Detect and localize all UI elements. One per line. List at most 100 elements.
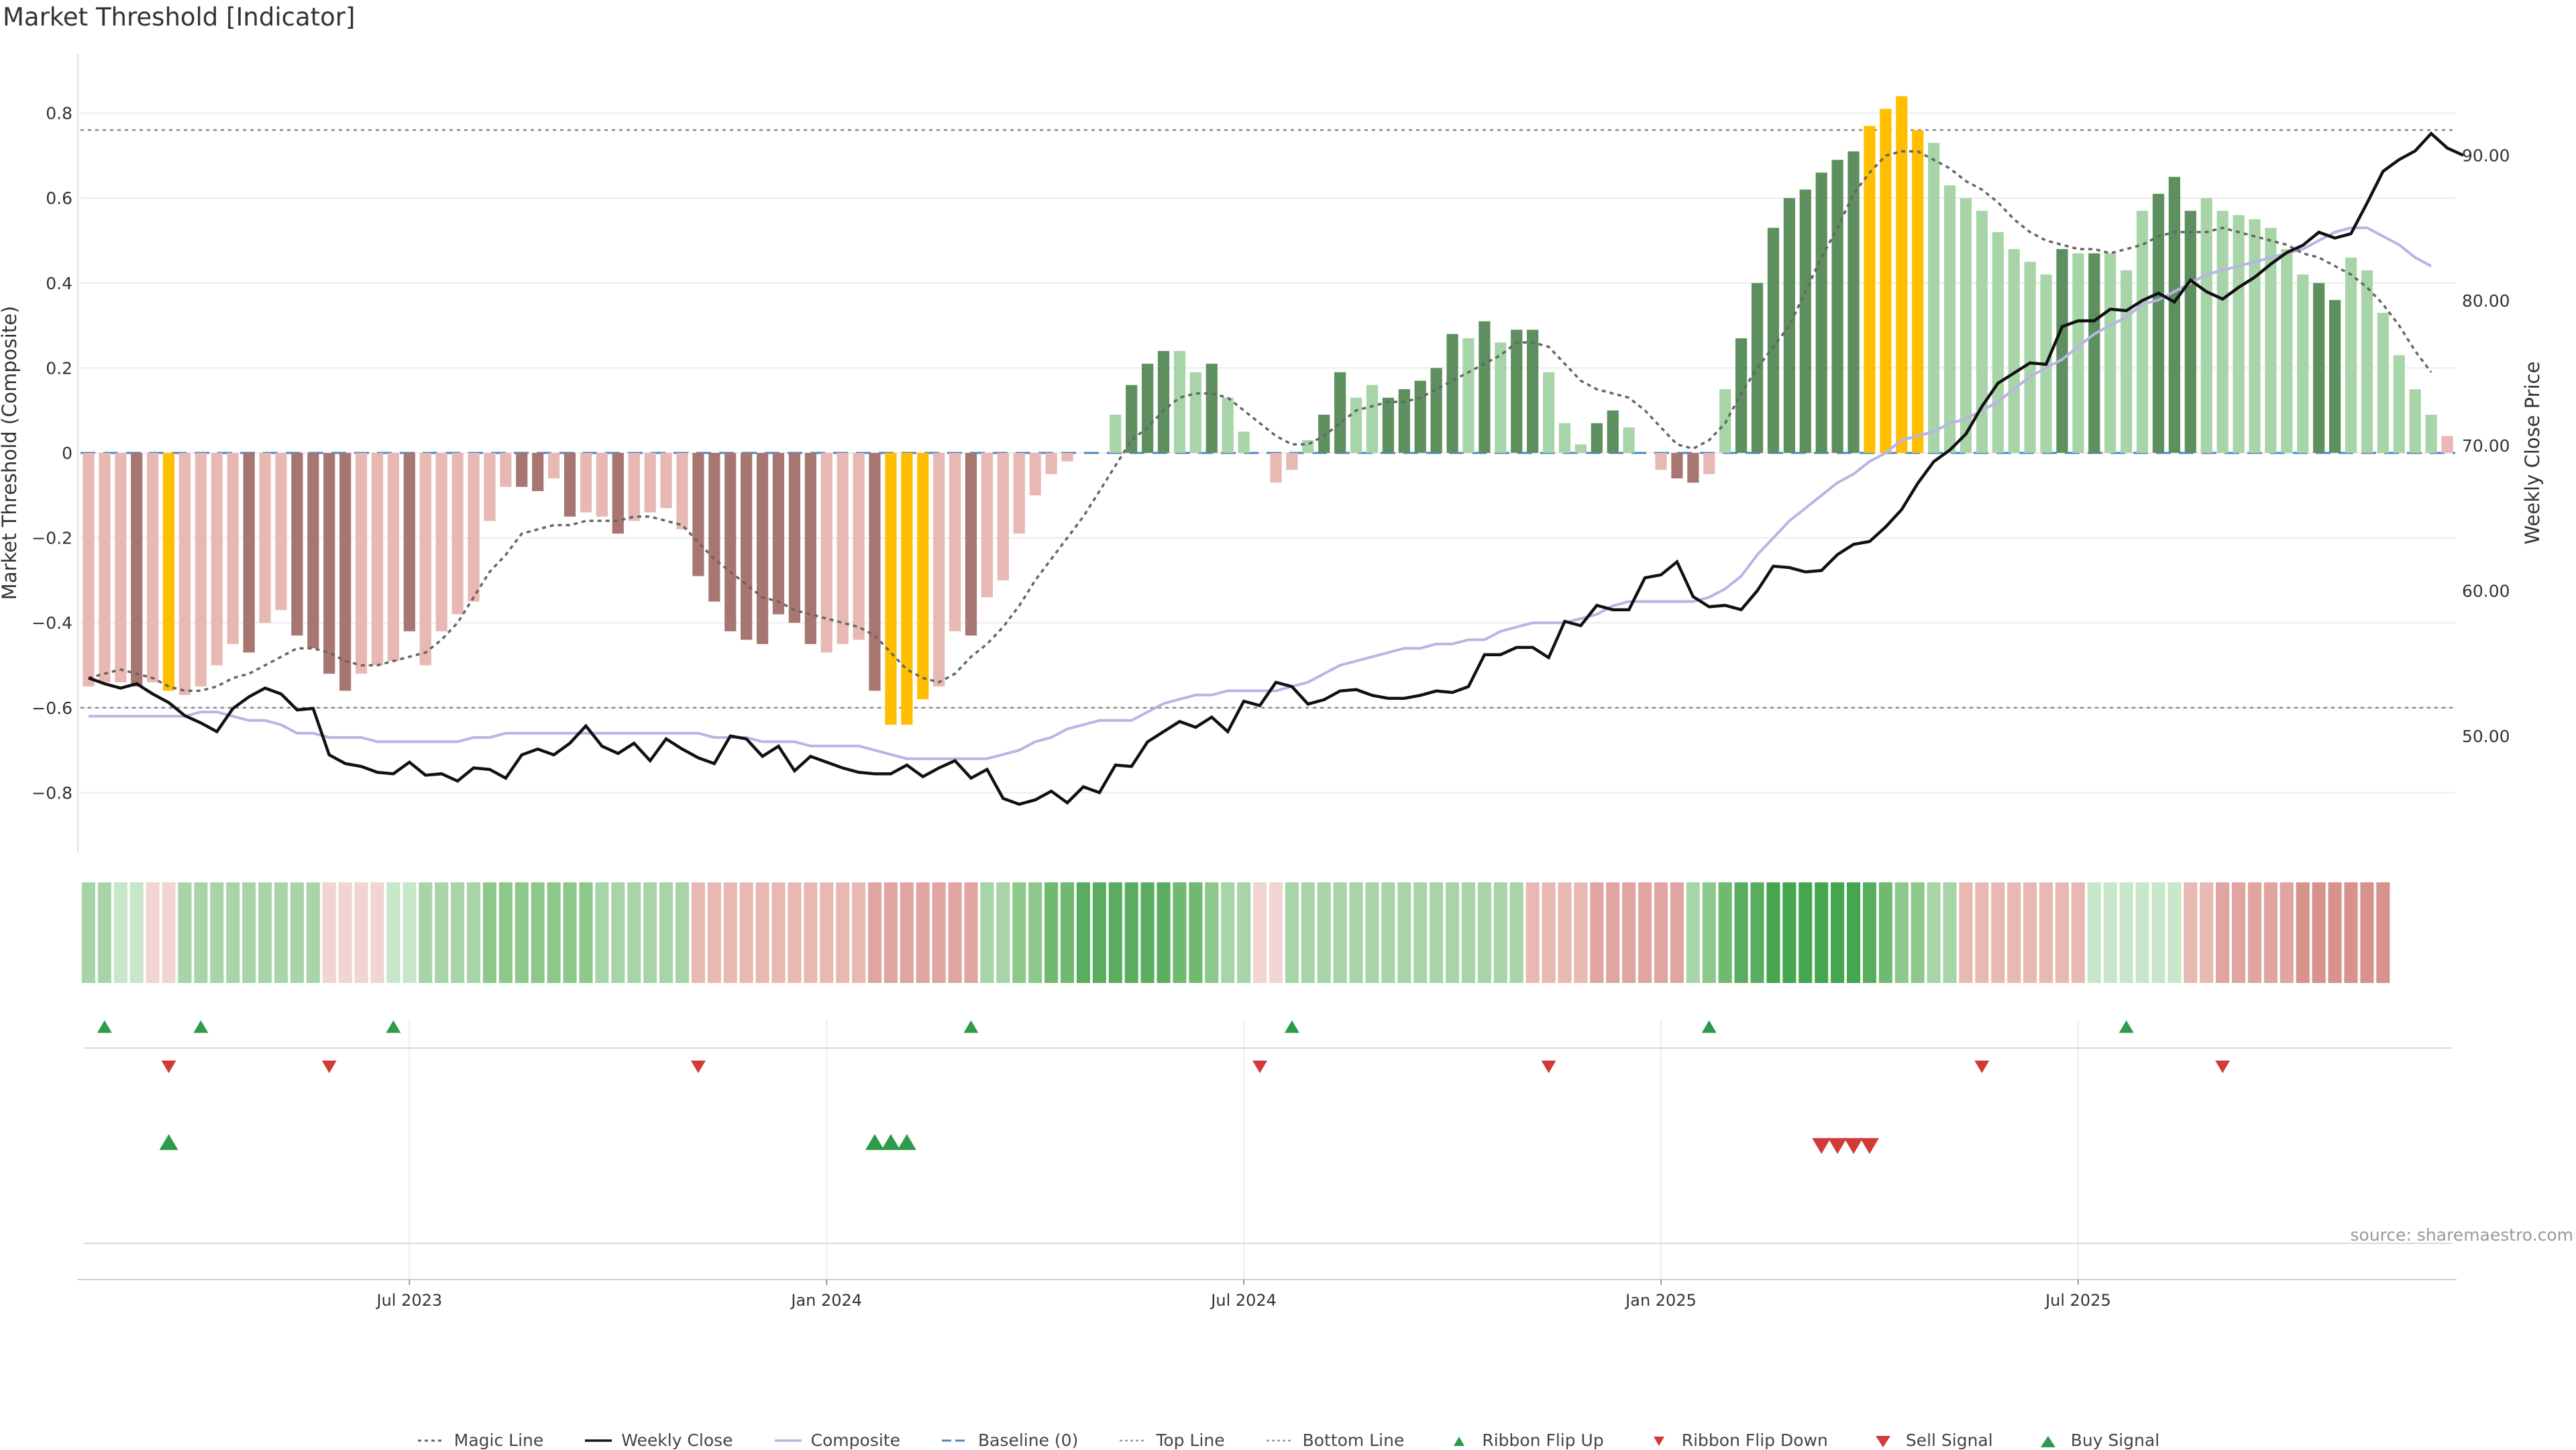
threshold-bar bbox=[2297, 274, 2309, 453]
threshold-bar bbox=[1430, 368, 1442, 453]
threshold-bar bbox=[500, 453, 512, 487]
ribbon-cell bbox=[1542, 882, 1556, 983]
ribbon-cell bbox=[2200, 882, 2214, 983]
threshold-bar bbox=[1511, 329, 1523, 453]
ribbon-cell bbox=[1269, 882, 1283, 983]
y-right-tick-label: 50.00 bbox=[2462, 727, 2510, 746]
ribbon-cell bbox=[498, 882, 513, 983]
ribbon-flip-down-marker bbox=[2215, 1060, 2231, 1074]
ribbon-flip-down-marker bbox=[321, 1060, 337, 1074]
threshold-bar bbox=[2168, 176, 2181, 453]
threshold-bar bbox=[227, 453, 239, 644]
threshold-bar bbox=[917, 453, 929, 700]
ribbon-flip-up-marker bbox=[1701, 1020, 1717, 1033]
threshold-bar bbox=[387, 453, 400, 662]
threshold-bar bbox=[1847, 151, 1860, 453]
ribbon-cell bbox=[1782, 882, 1796, 983]
ribbon-cell bbox=[1012, 882, 1026, 983]
threshold-bar bbox=[2121, 270, 2133, 453]
ribbon-cell bbox=[2135, 882, 2149, 983]
threshold-bar bbox=[275, 453, 287, 611]
ribbon-cell bbox=[1221, 882, 1235, 983]
threshold-bar bbox=[1815, 172, 1827, 453]
threshold-bar bbox=[516, 453, 528, 487]
threshold-bar bbox=[259, 453, 271, 623]
threshold-bar bbox=[147, 453, 159, 682]
threshold-bar bbox=[1607, 410, 1619, 453]
ribbon-cell bbox=[1943, 882, 1957, 983]
threshold-bar bbox=[195, 453, 207, 687]
ribbon-cell bbox=[290, 882, 304, 983]
ribbon-cell bbox=[932, 882, 946, 983]
legend-label: Ribbon Flip Down bbox=[1681, 1431, 1828, 1450]
ribbon-cell bbox=[113, 882, 127, 983]
ribbon-cell bbox=[354, 882, 368, 983]
page-title: Market Threshold [Indicator] bbox=[3, 3, 356, 32]
ribbon-cell bbox=[322, 882, 336, 983]
ribbon-flip-up-marker bbox=[2118, 1020, 2134, 1033]
threshold-bar bbox=[1222, 397, 1234, 453]
y-tick-label: −0.8 bbox=[32, 783, 72, 802]
y-tick-label: 0 bbox=[62, 444, 72, 463]
threshold-bar bbox=[853, 453, 865, 640]
threshold-bar bbox=[1398, 389, 1410, 453]
ribbon-cell bbox=[129, 882, 144, 983]
ribbon-cell bbox=[1140, 882, 1155, 983]
threshold-bar bbox=[981, 453, 994, 598]
ribbon-cell bbox=[2039, 882, 2053, 983]
ribbon-cell bbox=[1076, 882, 1090, 983]
ribbon-cell bbox=[1670, 882, 1684, 983]
ribbon-cell bbox=[2232, 882, 2246, 983]
ribbon-cell bbox=[2263, 882, 2277, 983]
y-tick-label: −0.6 bbox=[32, 698, 72, 718]
ribbon-cell bbox=[1413, 882, 1428, 983]
ribbon-cell bbox=[1205, 882, 1219, 983]
legend-swatch-sell bbox=[1875, 1435, 1890, 1447]
legend-swatch-baseline bbox=[941, 1439, 969, 1441]
threshold-bar bbox=[1831, 160, 1843, 453]
threshold-bar bbox=[820, 453, 833, 653]
ribbon-cell bbox=[81, 882, 96, 983]
ribbon-flip-markers bbox=[84, 1020, 2452, 1074]
threshold-bar bbox=[1479, 321, 1491, 453]
ribbon-flip-up-marker bbox=[1284, 1020, 1299, 1033]
threshold-bar bbox=[804, 453, 816, 644]
threshold-bar bbox=[1943, 185, 1956, 453]
threshold-bar bbox=[1045, 453, 1057, 474]
threshold-bar bbox=[2072, 253, 2084, 453]
ribbon-cell bbox=[178, 882, 192, 983]
ribbon-cell bbox=[2071, 882, 2085, 983]
legend-label: Top Line bbox=[1156, 1431, 1225, 1450]
ribbon-cell bbox=[1446, 882, 1460, 983]
ribbon-cell bbox=[435, 882, 449, 983]
ribbon-cell bbox=[1606, 882, 1620, 983]
ribbon-cell bbox=[162, 882, 176, 983]
buy-signal-marker bbox=[865, 1134, 884, 1150]
ribbon-cell bbox=[2376, 882, 2390, 983]
ribbon-cell bbox=[1189, 882, 1203, 983]
threshold-bar bbox=[1671, 453, 1683, 478]
threshold-bar bbox=[243, 453, 255, 653]
ribbon-cell bbox=[755, 882, 769, 983]
threshold-bar bbox=[1960, 198, 1972, 453]
threshold-bar bbox=[949, 453, 961, 631]
ribbon-cell bbox=[1044, 882, 1059, 983]
legend: Magic Line Weekly Close Composite Baseline … bbox=[0, 1431, 2576, 1450]
ribbon-cell bbox=[2167, 882, 2182, 983]
x-tick-label: Jul 2023 bbox=[376, 1291, 443, 1310]
ribbon-cell bbox=[242, 882, 256, 983]
ribbon-flip-up-marker bbox=[963, 1020, 979, 1033]
ribbon-cell bbox=[916, 882, 930, 983]
threshold-bar bbox=[1703, 453, 1715, 474]
threshold-bar bbox=[2441, 435, 2453, 453]
threshold-bar bbox=[2328, 300, 2341, 453]
y-right-axis-title: Weekly Close Price bbox=[2521, 362, 2544, 545]
ribbon-cell bbox=[2119, 882, 2133, 983]
x-tick-label: Jul 2025 bbox=[2044, 1291, 2111, 1310]
ribbon-cell bbox=[1092, 882, 1106, 983]
y-right-tick-label: 80.00 bbox=[2462, 291, 2510, 311]
x-axis: Jul 2023 Jan 2024 Jul 2024 Jan 2025 Jul 2025 bbox=[77, 1279, 2457, 1310]
threshold-bar bbox=[1286, 453, 1298, 470]
threshold-bar bbox=[741, 453, 753, 640]
threshold-bars bbox=[83, 96, 2453, 725]
